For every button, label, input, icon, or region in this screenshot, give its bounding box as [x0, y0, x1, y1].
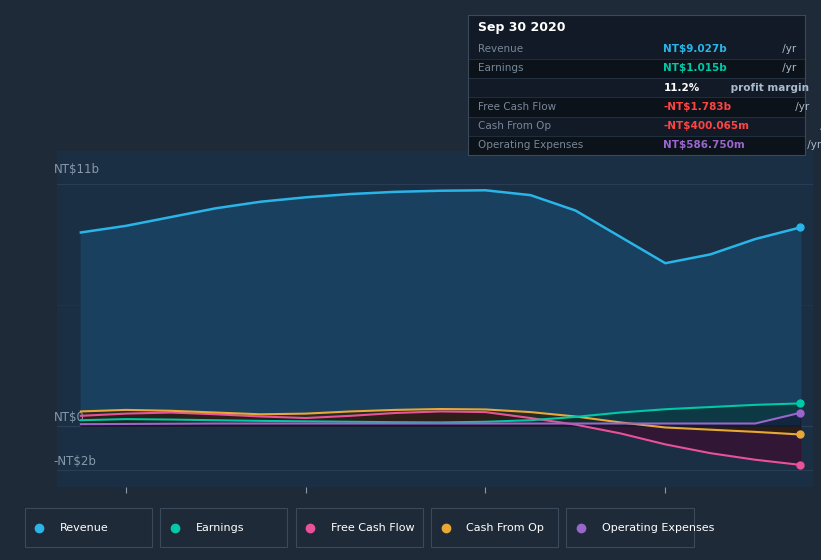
Text: Revenue: Revenue: [478, 44, 523, 54]
Text: Cash From Op: Cash From Op: [478, 121, 551, 131]
Bar: [468, 136, 805, 155]
Bar: [468, 97, 805, 116]
Text: Earnings: Earnings: [195, 523, 244, 533]
Text: -NT$1.783b: -NT$1.783b: [663, 102, 732, 112]
Text: Operating Expenses: Operating Expenses: [478, 141, 584, 151]
Text: NT$0: NT$0: [53, 411, 85, 424]
Bar: [468, 40, 805, 59]
Bar: [468, 15, 805, 40]
Text: Earnings: Earnings: [478, 63, 524, 73]
Text: Sep 30 2020: Sep 30 2020: [478, 21, 566, 34]
Text: NT$586.750m: NT$586.750m: [663, 141, 745, 151]
Text: Free Cash Flow: Free Cash Flow: [331, 523, 415, 533]
Bar: [468, 78, 805, 97]
Text: 11.2%: 11.2%: [663, 83, 699, 92]
Text: -NT$400.065m: -NT$400.065m: [663, 121, 750, 131]
Text: /yr: /yr: [778, 63, 796, 73]
Text: Operating Expenses: Operating Expenses: [602, 523, 714, 533]
Text: /yr: /yr: [817, 121, 821, 131]
Text: /yr: /yr: [805, 141, 821, 151]
Bar: [468, 116, 805, 136]
Text: Free Cash Flow: Free Cash Flow: [478, 102, 557, 112]
Text: Cash From Op: Cash From Op: [466, 523, 544, 533]
Bar: [468, 59, 805, 78]
Text: /yr: /yr: [778, 44, 796, 54]
Text: profit margin: profit margin: [727, 83, 810, 92]
Text: NT$1.015b: NT$1.015b: [663, 63, 727, 73]
Text: NT$11b: NT$11b: [53, 163, 99, 176]
Text: NT$9.027b: NT$9.027b: [663, 44, 727, 54]
Text: /yr: /yr: [791, 102, 809, 112]
Text: Revenue: Revenue: [60, 523, 108, 533]
Text: -NT$2b: -NT$2b: [53, 455, 97, 468]
